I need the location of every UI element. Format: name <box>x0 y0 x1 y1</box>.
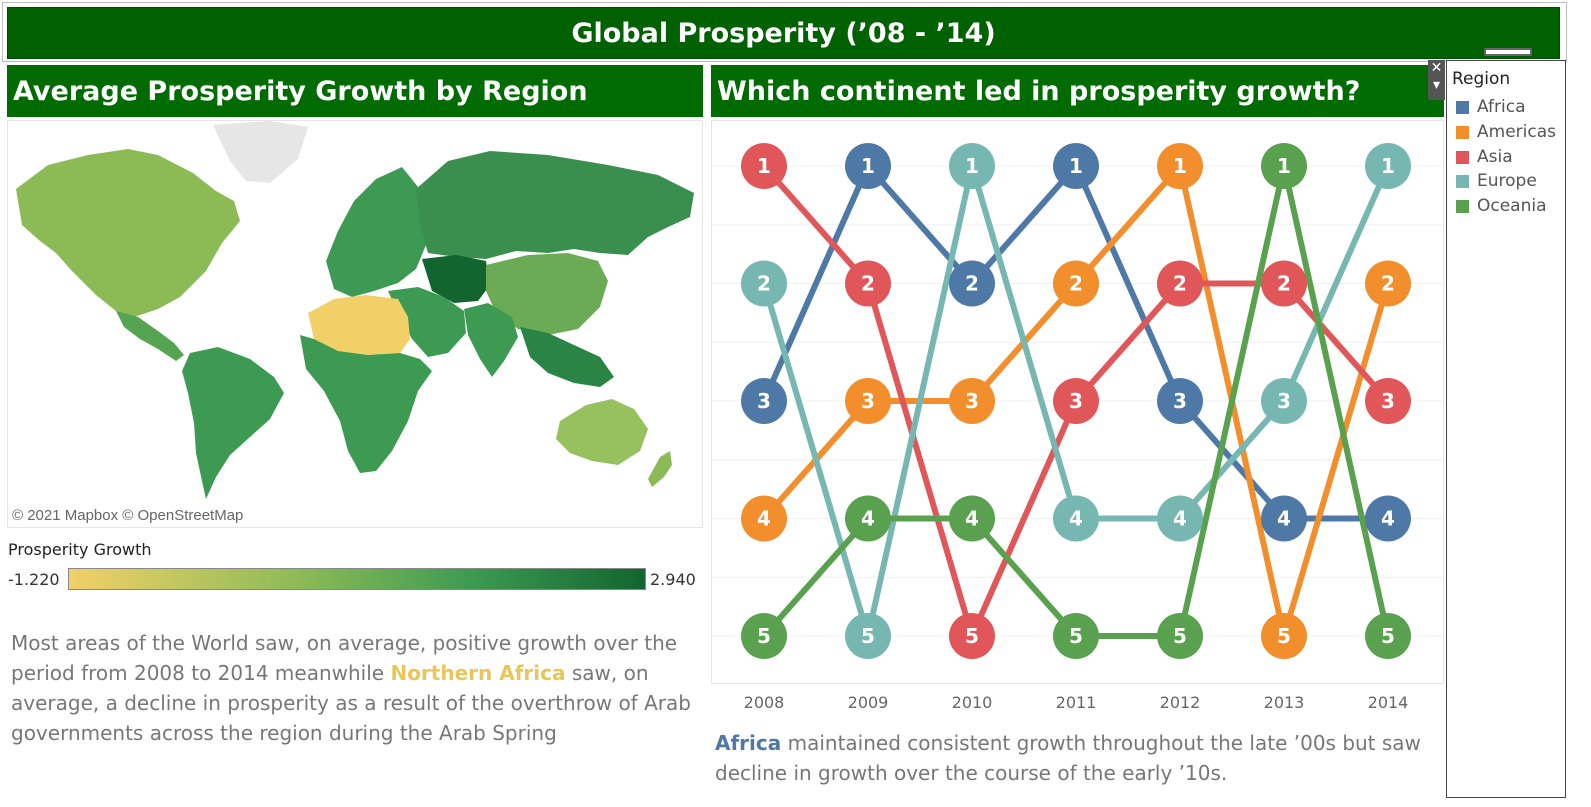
x-tick-label: 2013 <box>1264 693 1305 712</box>
map-desc-before: Most areas of the World saw, on average,… <box>11 631 678 685</box>
chart-desc-after: maintained consistent growth throughout … <box>715 731 1421 785</box>
legend-swatch <box>1456 150 1469 164</box>
legend-swatch <box>1456 199 1469 213</box>
legend-label: Africa <box>1477 97 1526 117</box>
map-region-southeast-asia[interactable] <box>520 327 614 387</box>
dashboard-frame <box>2 2 1567 62</box>
color-legend-min: -1.220 <box>8 570 60 589</box>
map-region-north-africa[interactable] <box>308 295 410 355</box>
legend-swatch <box>1456 174 1469 188</box>
map-description: Most areas of the World saw, on average,… <box>11 628 703 748</box>
map-panel-title: Average Prosperity Growth by Region <box>7 65 703 117</box>
map-desc-highlight: Northern Africa <box>390 661 566 685</box>
legend-title: Region <box>1452 69 1511 89</box>
bump-chart-area <box>711 120 1444 684</box>
x-tick-label: 2009 <box>848 693 889 712</box>
chart-description: Africa maintained consistent growth thro… <box>715 728 1440 788</box>
color-legend-title: Prosperity Growth <box>8 540 152 559</box>
dashboard-title: Global Prosperity (’08 - ’14) <box>7 7 1560 59</box>
map-region-australia[interactable] <box>556 399 648 465</box>
color-legend-max: 2.940 <box>650 570 696 589</box>
world-map[interactable] <box>7 120 703 528</box>
legend-item-europe[interactable]: Europe <box>1456 171 1537 191</box>
resize-handle-icon[interactable] <box>1484 48 1532 56</box>
map-desc-after: saw, on average, a decline in prosperity… <box>11 661 691 745</box>
legend-controls[interactable]: ✕ ▾ <box>1428 60 1445 100</box>
close-icon[interactable]: ✕ <box>1430 60 1443 76</box>
dropdown-arrow-icon[interactable]: ▾ <box>1432 77 1441 93</box>
legend-item-americas[interactable]: Americas <box>1456 122 1556 142</box>
x-tick-label: 2010 <box>952 693 993 712</box>
world-map-svg <box>16 121 694 499</box>
chart-desc-highlight: Africa <box>715 731 782 755</box>
legend-swatch <box>1456 100 1469 114</box>
legend-label: Asia <box>1477 147 1513 167</box>
legend-label: Americas <box>1477 122 1556 142</box>
map-region-south-america[interactable] <box>182 347 284 499</box>
map-copyright: © 2021 Mapbox © OpenStreetMap <box>12 507 244 524</box>
map-region-new-zealand[interactable] <box>648 451 672 487</box>
map-region-greenland[interactable] <box>213 121 308 183</box>
map-region-central-asia[interactable] <box>422 255 490 303</box>
map-region-sub-saharan-africa[interactable] <box>300 335 432 473</box>
map-region-central-america[interactable] <box>116 311 184 361</box>
x-tick-label: 2014 <box>1368 693 1409 712</box>
legend-label: Oceania <box>1477 196 1547 216</box>
chart-panel-title: Which continent led in prosperity growth… <box>711 65 1444 117</box>
legend-item-oceania[interactable]: Oceania <box>1456 196 1547 216</box>
legend-swatch <box>1456 125 1469 139</box>
color-legend-gradient <box>68 568 646 590</box>
map-region-china[interactable] <box>486 253 608 335</box>
map-region-south-asia[interactable] <box>464 303 518 377</box>
map-region-europe[interactable] <box>326 167 426 297</box>
legend-item-asia[interactable]: Asia <box>1456 147 1513 167</box>
legend-label: Europe <box>1477 171 1537 191</box>
map-region-middle-east[interactable] <box>388 287 466 357</box>
region-legend: Region Africa Americas Asia Europe Ocean… <box>1446 60 1566 798</box>
x-tick-label: 2012 <box>1160 693 1201 712</box>
legend-item-africa[interactable]: Africa <box>1456 97 1526 117</box>
map-region-north-america[interactable] <box>16 149 240 317</box>
x-tick-label: 2011 <box>1056 693 1097 712</box>
map-region-russia[interactable] <box>416 151 694 259</box>
x-tick-label: 2008 <box>744 693 785 712</box>
